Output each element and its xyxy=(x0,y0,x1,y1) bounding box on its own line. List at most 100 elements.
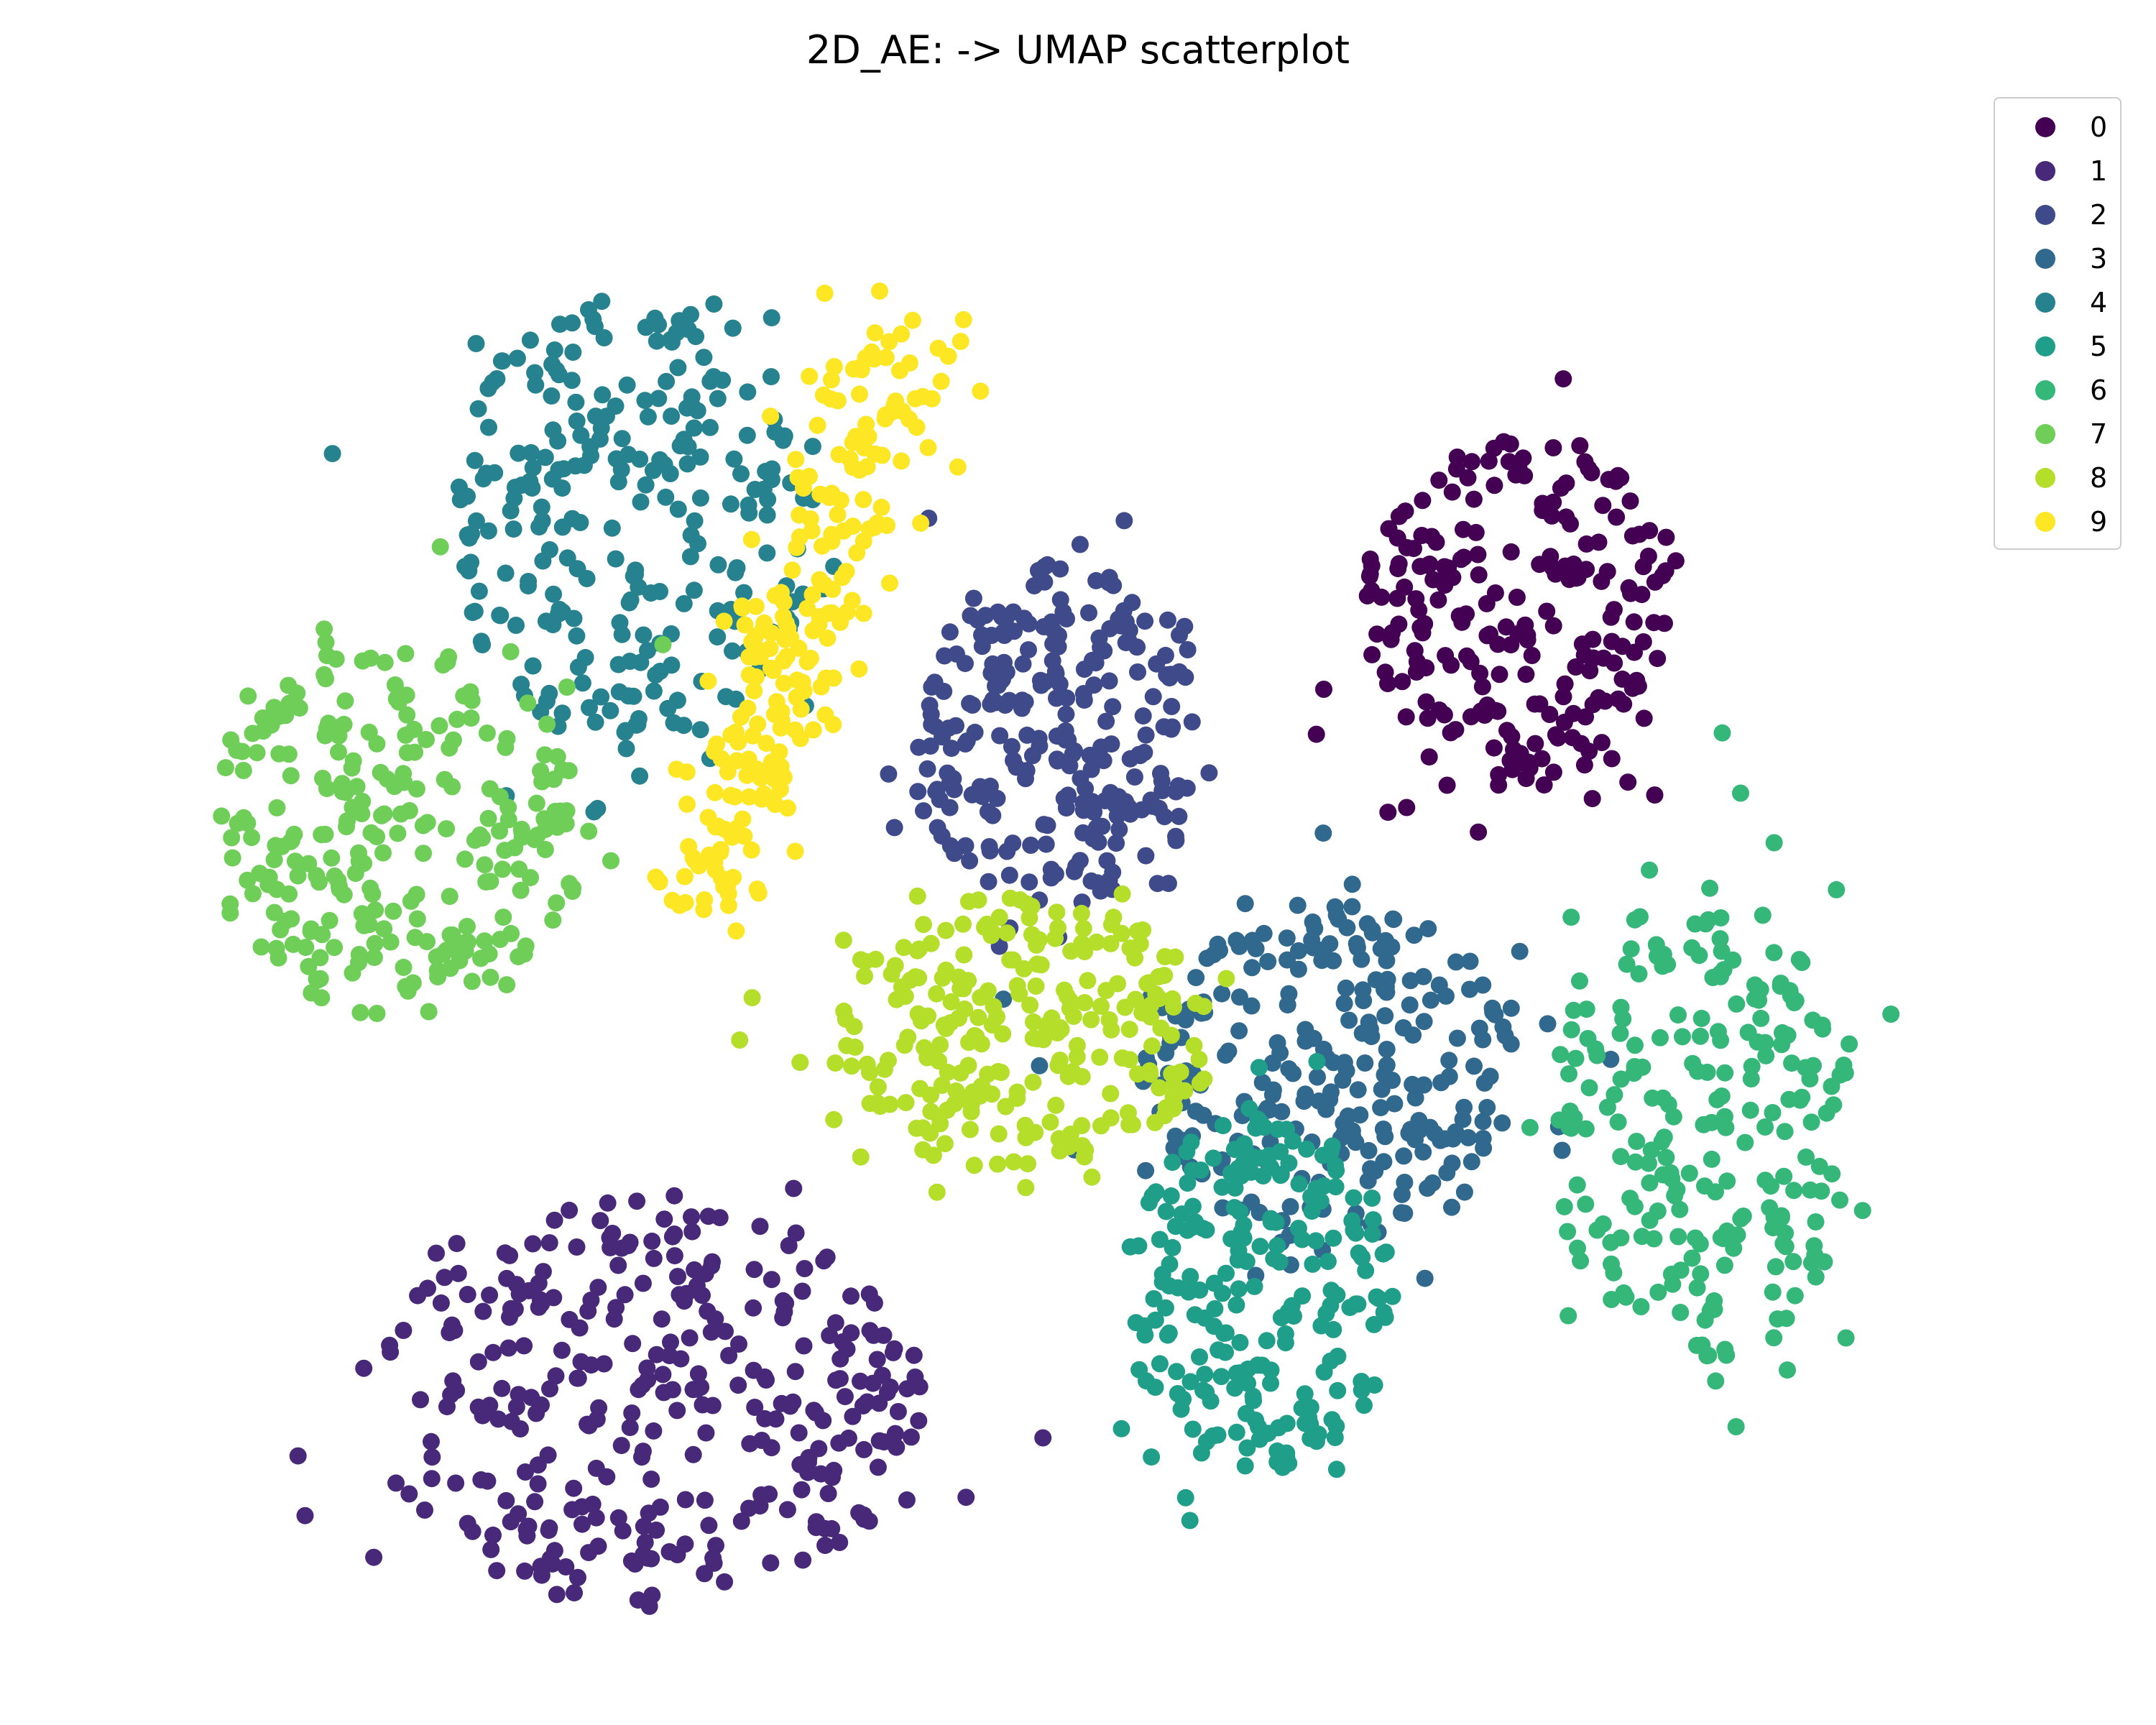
data-point-class-7 xyxy=(265,851,283,869)
data-point-class-4 xyxy=(524,459,542,477)
data-point-class-8 xyxy=(856,967,873,985)
data-point-class-1 xyxy=(545,1542,563,1560)
data-point-class-6 xyxy=(1807,1268,1825,1286)
data-point-class-6 xyxy=(1562,1021,1580,1039)
data-point-class-9 xyxy=(728,752,746,770)
data-point-class-4 xyxy=(323,445,341,463)
data-point-class-1 xyxy=(532,1558,550,1576)
data-point-class-3 xyxy=(1194,1106,1212,1124)
data-point-class-4 xyxy=(618,376,636,394)
data-point-class-9 xyxy=(849,359,867,377)
data-point-class-8 xyxy=(1049,1057,1067,1075)
data-point-class-8 xyxy=(984,924,1002,942)
data-point-class-1 xyxy=(520,1282,538,1300)
data-point-class-9 xyxy=(919,438,937,456)
data-point-class-9 xyxy=(893,452,911,470)
data-point-class-1 xyxy=(662,1333,679,1351)
legend-marker xyxy=(2035,468,2055,488)
data-point-class-0 xyxy=(1600,471,1618,489)
data-point-class-4 xyxy=(648,332,665,350)
data-point-class-4 xyxy=(675,431,693,448)
data-point-class-0 xyxy=(1471,664,1489,682)
data-point-class-7 xyxy=(374,844,392,862)
data-point-class-6 xyxy=(1765,1208,1783,1226)
data-point-class-7 xyxy=(502,924,520,942)
data-point-class-4 xyxy=(709,556,727,574)
data-point-class-9 xyxy=(854,604,872,622)
data-point-class-4 xyxy=(610,683,628,701)
data-point-class-9 xyxy=(865,518,883,536)
data-point-class-7 xyxy=(463,972,481,990)
data-point-class-7 xyxy=(397,645,415,663)
data-point-class-8 xyxy=(922,1086,939,1104)
data-point-class-9 xyxy=(775,674,793,692)
data-point-class-3 xyxy=(1440,1052,1458,1070)
legend-entry: 9 xyxy=(1995,502,2120,542)
data-point-class-1 xyxy=(729,1376,747,1394)
data-point-class-6 xyxy=(1708,1091,1726,1108)
data-point-class-7 xyxy=(395,958,413,976)
data-point-class-7 xyxy=(268,799,286,816)
data-point-class-9 xyxy=(822,371,840,389)
data-point-class-9 xyxy=(740,788,758,806)
data-point-class-6 xyxy=(1680,1164,1698,1182)
legend-marker xyxy=(2035,117,2055,137)
data-point-class-0 xyxy=(1465,490,1483,508)
data-point-class-7 xyxy=(502,643,520,661)
data-point-class-0 xyxy=(1667,552,1685,570)
data-point-class-2 xyxy=(1085,803,1103,821)
data-point-class-1 xyxy=(499,1339,517,1357)
data-point-class-6 xyxy=(1707,1372,1725,1390)
data-point-class-4 xyxy=(727,564,745,581)
data-point-class-2 xyxy=(1058,689,1076,707)
data-point-class-4 xyxy=(553,479,571,497)
data-point-class-2 xyxy=(987,677,1004,695)
data-point-class-6 xyxy=(1674,1028,1691,1046)
data-point-class-2 xyxy=(1035,816,1053,834)
legend-label: 4 xyxy=(2090,287,2108,318)
data-point-class-6 xyxy=(1641,1174,1659,1192)
data-point-class-3 xyxy=(1321,935,1339,953)
data-point-class-4 xyxy=(536,448,554,466)
data-point-class-1 xyxy=(568,1238,586,1256)
data-point-class-1 xyxy=(609,1256,627,1274)
data-point-class-8 xyxy=(895,939,913,957)
data-point-class-0 xyxy=(1438,776,1456,794)
data-point-class-3 xyxy=(1405,926,1423,944)
data-point-class-2 xyxy=(1074,824,1092,842)
data-point-class-4 xyxy=(709,628,727,646)
data-point-class-1 xyxy=(819,1485,837,1502)
data-point-class-0 xyxy=(1547,565,1565,583)
data-point-class-7 xyxy=(326,868,344,885)
data-point-class-7 xyxy=(362,824,380,842)
data-point-class-0 xyxy=(1542,548,1560,566)
data-point-class-9 xyxy=(819,629,837,647)
data-point-class-0 xyxy=(1388,529,1406,547)
data-point-class-7 xyxy=(428,948,446,966)
data-point-class-5 xyxy=(1262,1213,1280,1230)
data-point-class-8 xyxy=(857,952,874,970)
data-point-class-0 xyxy=(1595,649,1613,667)
data-point-class-5 xyxy=(1162,1187,1180,1205)
data-point-class-9 xyxy=(676,893,694,911)
data-point-class-0 xyxy=(1547,726,1565,744)
data-point-class-7 xyxy=(544,911,562,929)
data-point-class-4 xyxy=(650,316,668,334)
data-point-class-3 xyxy=(1263,1054,1281,1072)
data-point-class-3 xyxy=(1461,952,1479,970)
data-point-class-7 xyxy=(491,822,508,840)
data-point-class-8 xyxy=(861,1064,878,1082)
data-point-class-3 xyxy=(1213,985,1231,1003)
data-point-class-4 xyxy=(663,408,681,425)
data-point-class-1 xyxy=(423,1432,440,1450)
data-point-class-1 xyxy=(717,1322,734,1340)
data-point-class-6 xyxy=(1612,1148,1630,1166)
data-point-class-4 xyxy=(582,447,599,465)
data-point-class-6 xyxy=(1724,951,1742,969)
data-point-class-8 xyxy=(908,1119,926,1137)
data-point-class-3 xyxy=(1243,997,1261,1015)
data-point-class-7 xyxy=(313,826,331,844)
data-point-class-6 xyxy=(1626,1036,1644,1054)
data-point-class-1 xyxy=(648,1346,665,1363)
